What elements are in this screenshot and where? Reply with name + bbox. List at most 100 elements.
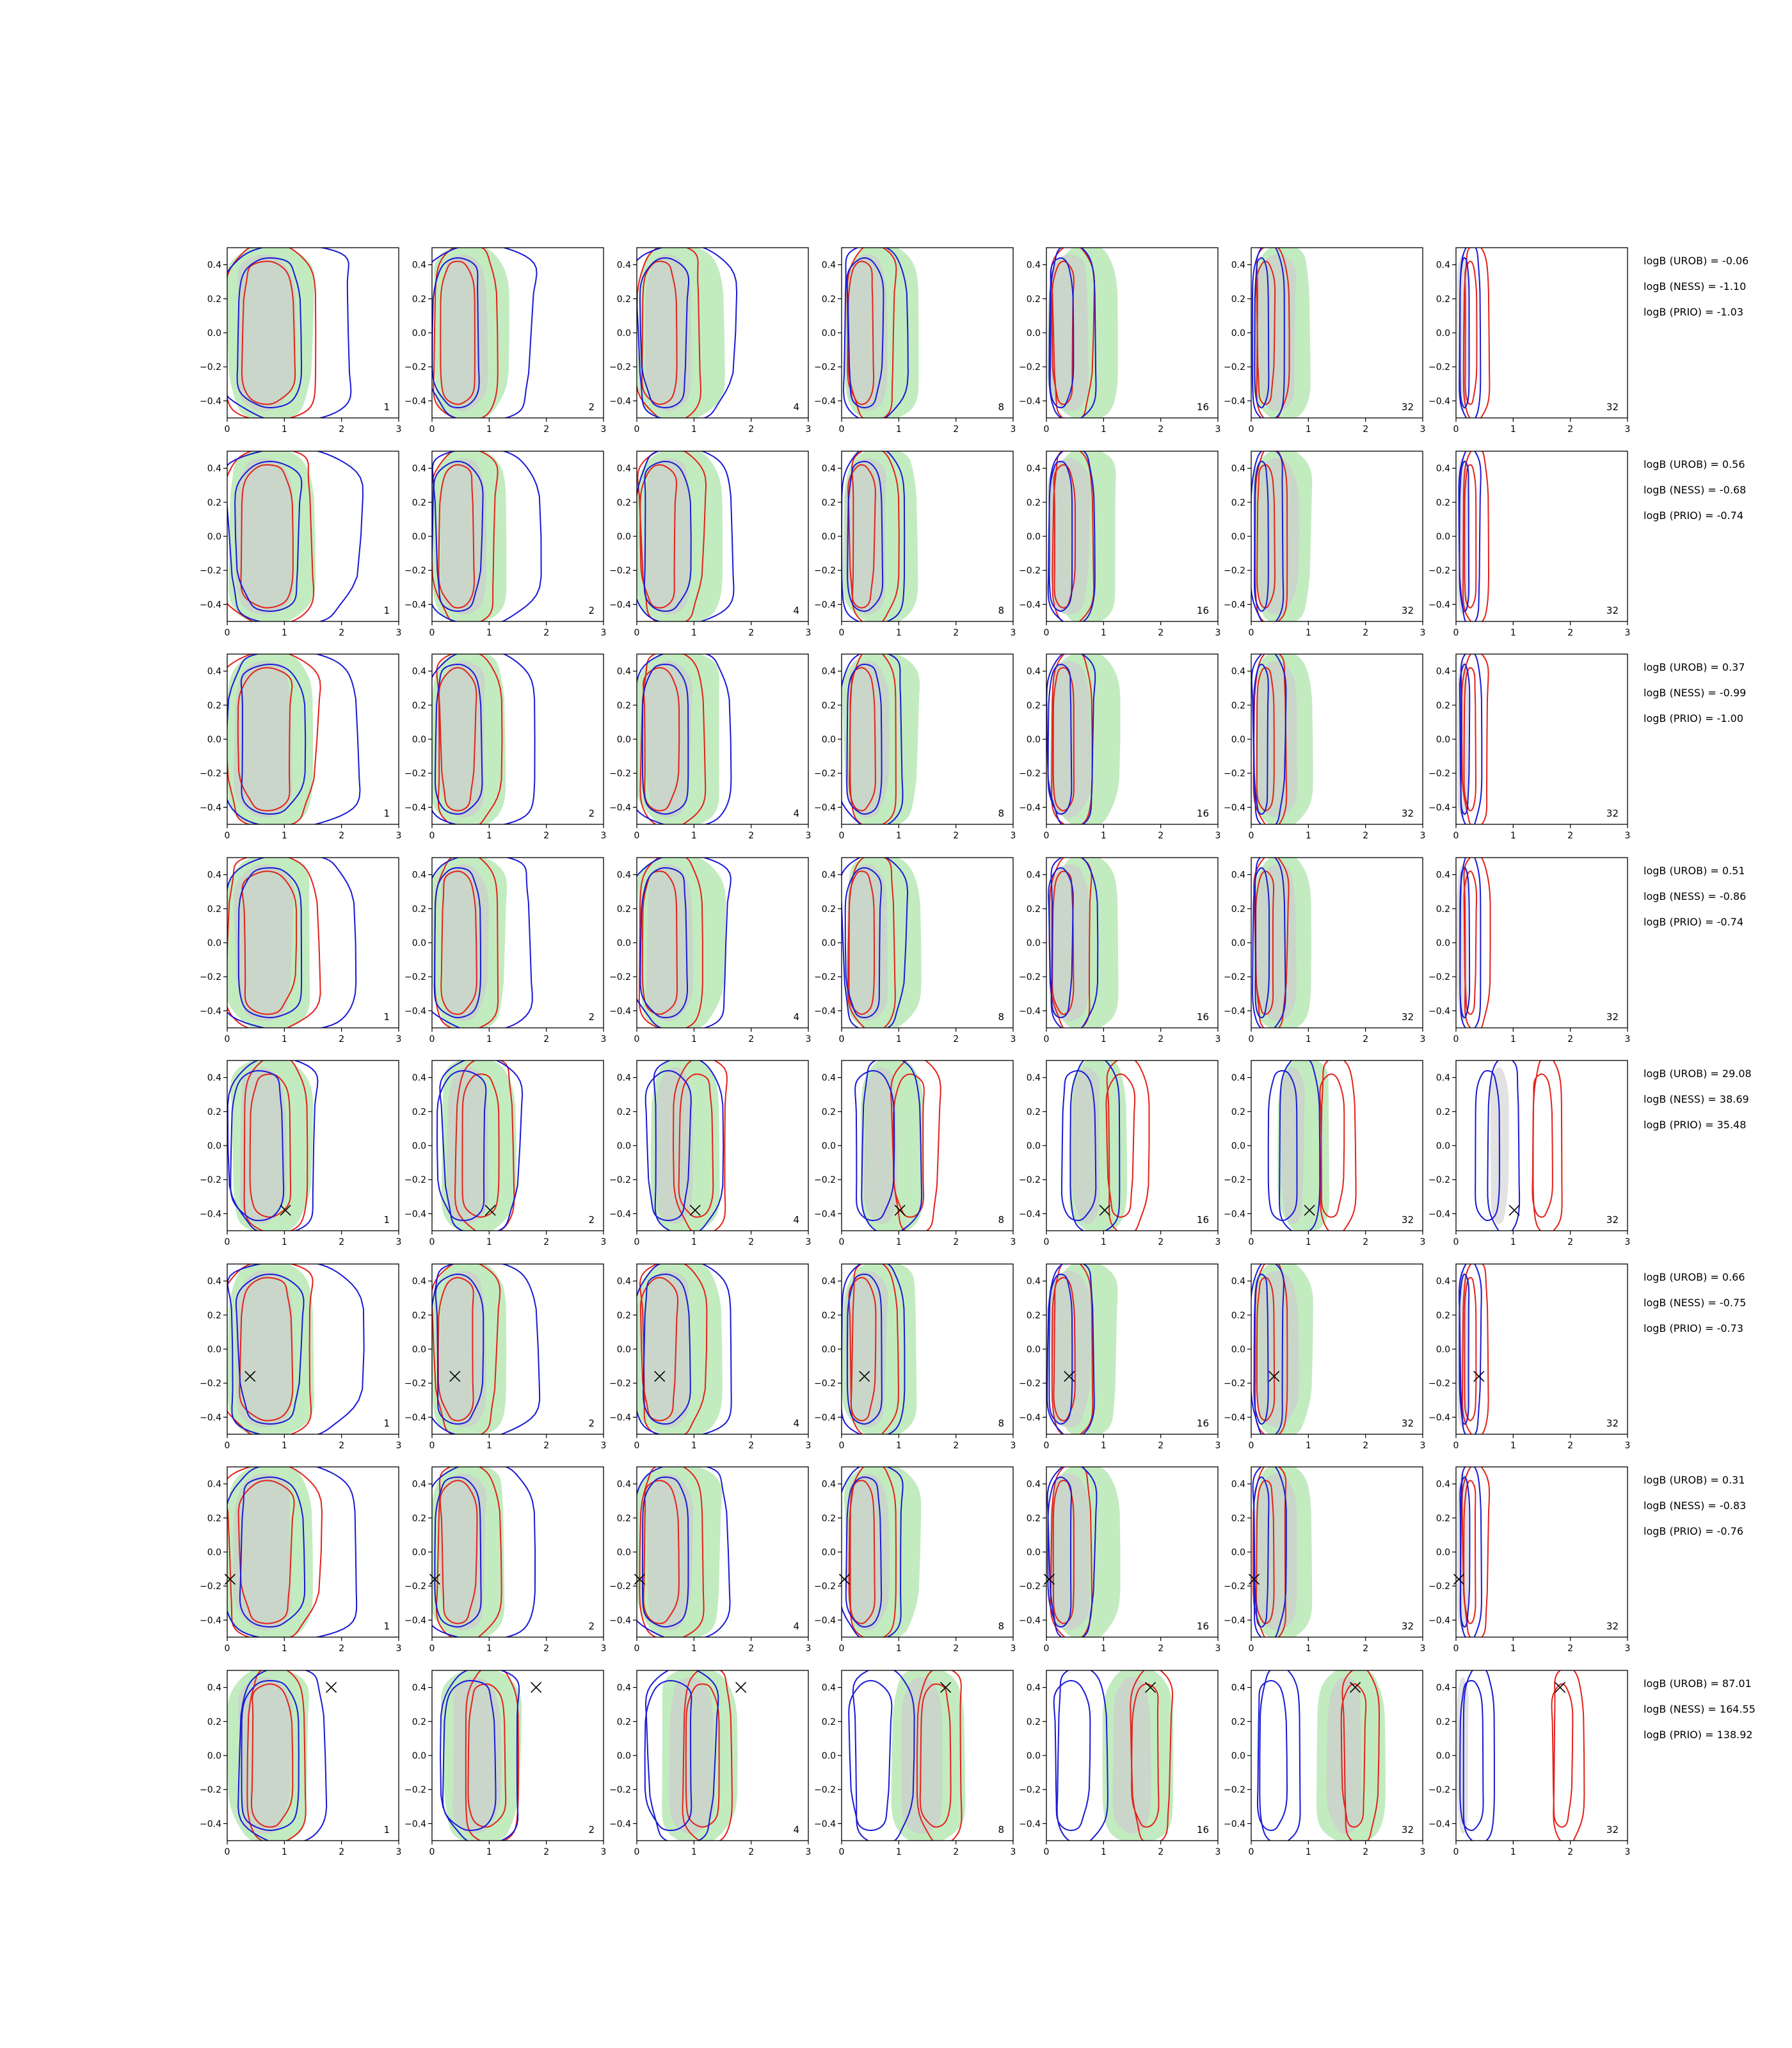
y-tick-label: 0.0 [617, 1548, 631, 1558]
y-tick-label: 0.2 [412, 498, 426, 508]
y-tick-label: 0.2 [1027, 1311, 1041, 1321]
blue-contour-1 [848, 1679, 893, 1832]
blue-contour-1 [434, 663, 483, 815]
y-tick-label: 0.0 [412, 938, 426, 948]
x-tick-label: 0 [429, 1847, 435, 1857]
y-tick-label: −0.2 [609, 769, 631, 779]
red-contour-1 [848, 1277, 877, 1421]
x-tick-label: 3 [1625, 1847, 1631, 1857]
panel-label: 2 [588, 1620, 595, 1632]
y-tick-label: 0.4 [1436, 870, 1450, 881]
x-tick-label: 0 [839, 628, 845, 638]
red-contour-1 [249, 1073, 292, 1218]
subplot-r7-c4: 0 1 2 3 0.4 0.2 0.0 −0.2 −0.4 8 [814, 1466, 1016, 1654]
blue-contour-1 [230, 1069, 285, 1222]
x-tick-label: 2 [1158, 1441, 1164, 1451]
red-contour-1 [241, 870, 298, 1015]
red-contour-2 [1341, 1670, 1380, 1841]
y-tick-label: 0.0 [1027, 1141, 1041, 1151]
y-tick-label: 0.0 [207, 938, 221, 948]
blue-contour-2 [1459, 248, 1482, 418]
blue-contour-2 [432, 1264, 541, 1434]
red-contour-2 [638, 858, 703, 1028]
y-tick-label: 0.2 [1027, 294, 1041, 305]
x-tick-label: 3 [396, 1441, 402, 1451]
blue-contour-2 [637, 248, 738, 418]
y-tick-label: 0.4 [412, 1683, 426, 1693]
subplot-r1-c7: 0 1 2 3 0.4 0.2 0.0 −0.2 −0.4 32 [1428, 247, 1630, 435]
y-tick-label: −0.4 [1019, 1819, 1041, 1829]
x-tick-label: 3 [806, 1237, 812, 1247]
panel-label: 16 [1197, 1418, 1209, 1429]
blue-contour-2 [1459, 858, 1482, 1028]
subplot-r6-c6: 0 1 2 3 0.4 0.2 0.0 −0.2 −0.4 32 [1224, 1263, 1425, 1451]
gray-density-region [441, 864, 489, 1021]
subplot-r6-c7: 0 1 2 3 0.4 0.2 0.0 −0.2 −0.4 32 [1428, 1263, 1630, 1451]
y-tick-label: −0.2 [1428, 1581, 1450, 1592]
y-tick-label: −0.2 [200, 1581, 221, 1592]
y-tick-label: 0.0 [1436, 735, 1450, 745]
blue-contour-2 [1251, 248, 1285, 418]
x-tick-label: 2 [1363, 424, 1368, 435]
y-tick-label: −0.2 [1019, 1581, 1041, 1592]
y-tick-label: −0.2 [200, 1379, 221, 1389]
red-contour-1 [438, 667, 477, 812]
blue-contour-2 [1460, 654, 1483, 824]
x-tick-label: 1 [896, 831, 902, 841]
blue-contour-1 [1459, 663, 1471, 815]
y-tick-label: −0.2 [1019, 1785, 1041, 1795]
blue-contour-2 [1252, 1467, 1287, 1637]
truth-marker [326, 1682, 337, 1693]
x-tick-label: 0 [1044, 1847, 1050, 1857]
panel-label: 16 [1197, 1620, 1209, 1632]
panel-label: 8 [998, 1214, 1004, 1226]
subplot-r3-c5: 0 1 2 3 0.4 0.2 0.0 −0.2 −0.4 16 [1019, 653, 1220, 841]
panel-label: 8 [998, 1824, 1004, 1836]
y-tick-label: 0.4 [412, 1480, 426, 1490]
gray-density-region [845, 1270, 888, 1428]
x-tick-label: 3 [1420, 1847, 1426, 1857]
x-tick-label: 2 [543, 1441, 549, 1451]
truth-marker [1268, 1370, 1280, 1382]
y-tick-label: 0.2 [412, 904, 426, 915]
red-contour-1 [848, 1480, 876, 1624]
panel-label: 1 [383, 1824, 390, 1836]
subplot-r7-c6: 0 1 2 3 0.4 0.2 0.0 −0.2 −0.4 32 [1224, 1466, 1425, 1654]
red-contour-2 [227, 1467, 323, 1637]
x-tick-label: 1 [691, 1644, 697, 1654]
red-contour-2 [851, 451, 900, 621]
y-tick-label: 0.4 [617, 464, 631, 474]
y-tick-label: −0.2 [609, 1581, 631, 1592]
red-contour-2 [432, 451, 499, 621]
y-tick-label: 0.4 [1027, 464, 1041, 474]
red-contour-1 [440, 870, 477, 1015]
x-tick-label: 1 [1306, 831, 1311, 841]
blue-contour-1 [1257, 1679, 1288, 1832]
y-tick-label: 0.2 [1436, 1107, 1450, 1117]
subplot-r2-c1: 0 1 2 3 0.4 0.2 0.0 −0.2 −0.4 1 [200, 451, 401, 638]
x-tick-label: 2 [1567, 1441, 1573, 1451]
y-tick-label: −0.2 [1428, 566, 1450, 576]
gray-density-region [237, 1677, 292, 1834]
red-contour-1 [437, 1277, 474, 1421]
gray-density-region [1048, 458, 1091, 615]
x-tick-label: 1 [1510, 1644, 1516, 1654]
x-tick-label: 3 [601, 1237, 607, 1247]
y-tick-label: −0.2 [814, 769, 836, 779]
subplot-r4-c7: 0 1 2 3 0.4 0.2 0.0 −0.2 −0.4 32 [1428, 857, 1630, 1044]
y-tick-label: 0.2 [1436, 1311, 1450, 1321]
y-tick-label: 0.0 [1231, 938, 1245, 948]
blue-contour-1 [235, 1273, 305, 1425]
y-tick-label: −0.2 [1224, 1785, 1245, 1795]
gray-density-region [1258, 458, 1299, 615]
blue-contour-2 [852, 1670, 915, 1841]
y-tick-label: −0.4 [200, 803, 221, 813]
x-tick-label: 0 [839, 1847, 845, 1857]
x-tick-label: 1 [896, 1644, 902, 1654]
blue-contour-1 [844, 867, 883, 1019]
red-contour-2 [639, 654, 707, 824]
x-tick-label: 0 [1453, 1847, 1459, 1857]
x-tick-label: 0 [1453, 424, 1459, 435]
blue-contour-2 [637, 451, 735, 621]
